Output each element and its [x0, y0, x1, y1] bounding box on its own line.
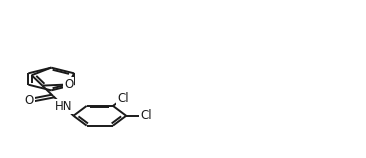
- Text: O: O: [64, 78, 73, 91]
- Text: HN: HN: [55, 100, 72, 113]
- Text: Cl: Cl: [117, 92, 129, 105]
- Text: Cl: Cl: [140, 109, 152, 122]
- Text: O: O: [25, 94, 34, 107]
